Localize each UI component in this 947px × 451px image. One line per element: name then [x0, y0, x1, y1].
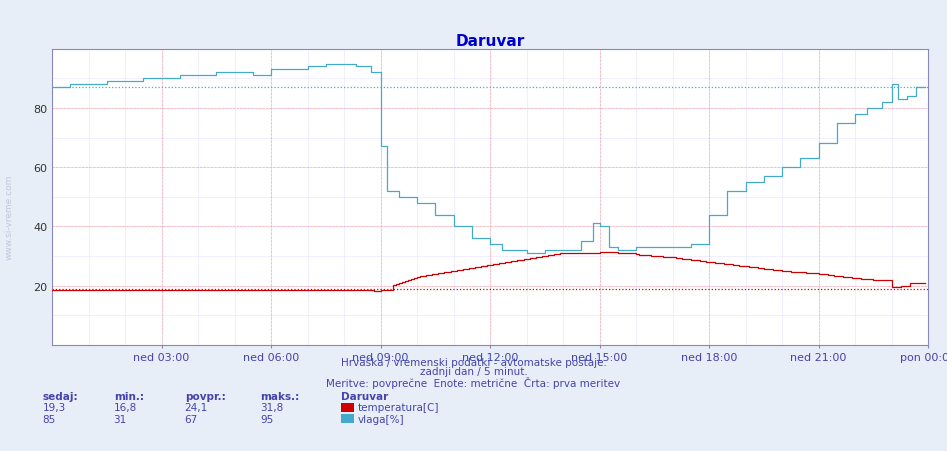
Text: Daruvar: Daruvar — [341, 391, 388, 401]
Text: Hrvaška / vremenski podatki - avtomatske postaje.: Hrvaška / vremenski podatki - avtomatske… — [341, 356, 606, 367]
Text: 16,8: 16,8 — [114, 402, 137, 412]
Text: www.si-vreme.com: www.si-vreme.com — [5, 174, 14, 259]
Text: povpr.:: povpr.: — [185, 391, 225, 401]
Text: 95: 95 — [260, 414, 274, 423]
Text: Meritve: povprečne  Enote: metrične  Črta: prva meritev: Meritve: povprečne Enote: metrične Črta:… — [327, 376, 620, 388]
Text: 31: 31 — [114, 414, 127, 423]
Text: 31,8: 31,8 — [260, 402, 284, 412]
Text: zadnji dan / 5 minut.: zadnji dan / 5 minut. — [420, 366, 527, 376]
Text: 19,3: 19,3 — [43, 402, 66, 412]
Title: Daruvar: Daruvar — [456, 33, 525, 48]
Text: min.:: min.: — [114, 391, 144, 401]
Text: 24,1: 24,1 — [185, 402, 208, 412]
Text: temperatura[C]: temperatura[C] — [358, 402, 439, 412]
Text: vlaga[%]: vlaga[%] — [358, 414, 404, 423]
Text: 85: 85 — [43, 414, 56, 423]
Text: maks.:: maks.: — [260, 391, 299, 401]
Text: 67: 67 — [185, 414, 198, 423]
Text: sedaj:: sedaj: — [43, 391, 79, 401]
